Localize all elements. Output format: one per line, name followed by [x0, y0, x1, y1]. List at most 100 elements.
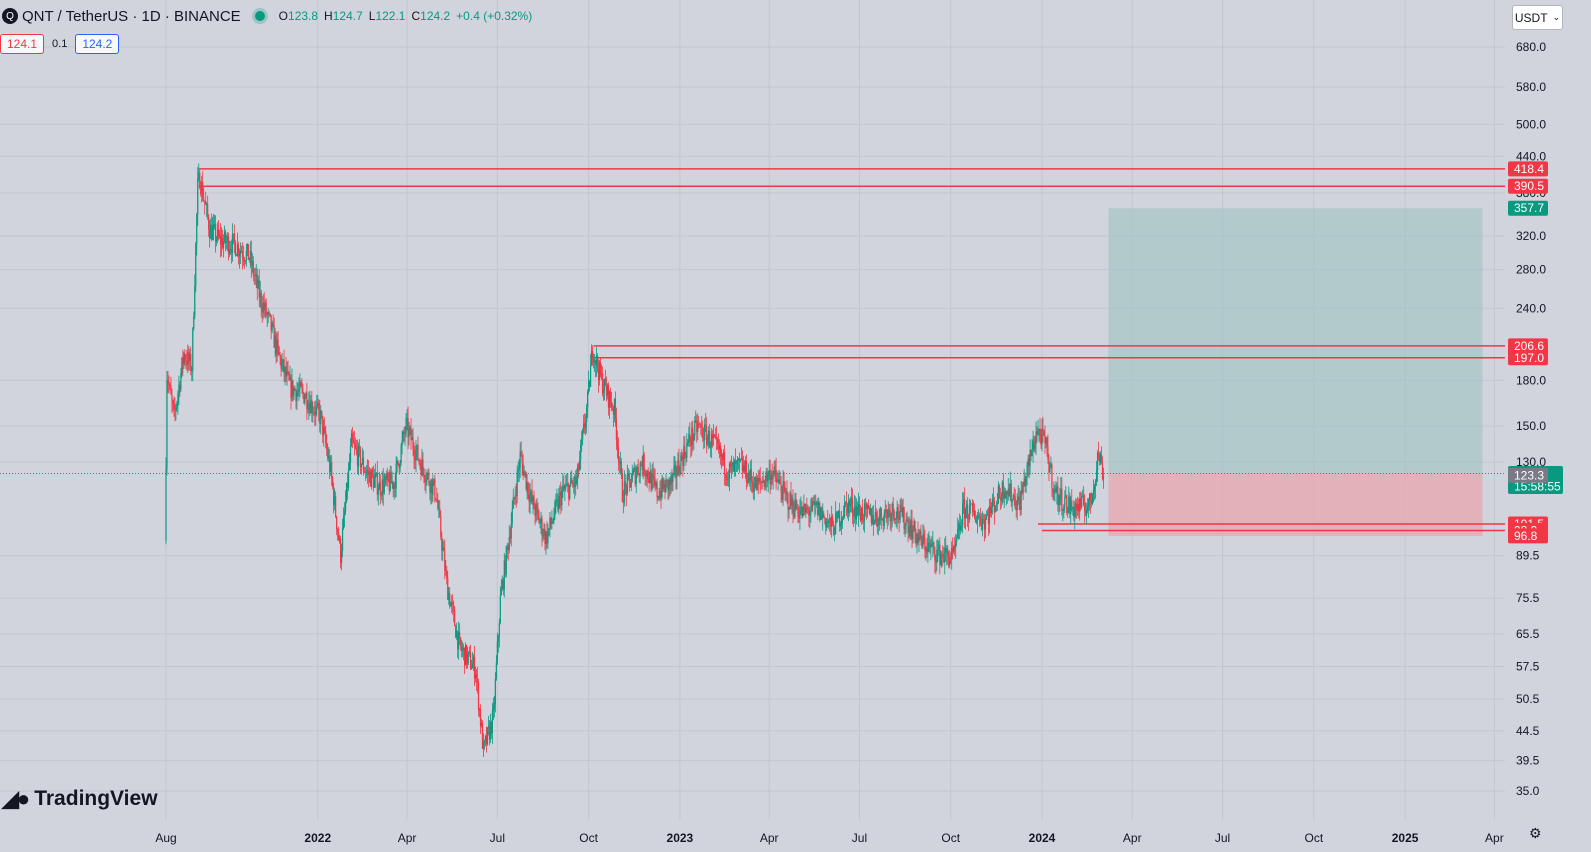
- candle-body: [763, 480, 765, 487]
- candle-body: [302, 388, 304, 393]
- candle: [345, 482, 348, 504]
- candle: [1052, 488, 1054, 500]
- candle: [1091, 493, 1094, 506]
- candle: [886, 509, 888, 530]
- candle: [459, 623, 461, 645]
- ohlc-change: +0.4 (+0.32%): [456, 9, 533, 23]
- candle: [1038, 428, 1040, 442]
- candle-body: [715, 436, 717, 438]
- candle-body: [1027, 458, 1029, 465]
- candle: [304, 393, 306, 406]
- candle-body: [937, 549, 939, 551]
- candle-body: [1042, 428, 1044, 431]
- candle: [655, 480, 657, 490]
- candle: [244, 259, 246, 265]
- candle: [783, 471, 785, 494]
- candle: [541, 515, 543, 547]
- candle: [276, 332, 278, 363]
- candle-body: [962, 503, 964, 527]
- candle: [368, 466, 370, 483]
- candle: [418, 458, 420, 466]
- candle-body: [1085, 510, 1087, 516]
- candle: [364, 466, 367, 481]
- candle: [820, 507, 822, 521]
- candle-body: [1035, 431, 1037, 445]
- market-status-icon[interactable]: [254, 11, 265, 21]
- candle: [1085, 501, 1087, 517]
- price-axis-label: 50.5: [1516, 692, 1540, 706]
- price-axis-label: 680.0: [1516, 40, 1546, 54]
- candle-body: [512, 497, 514, 509]
- candle-body: [740, 458, 743, 460]
- sell-button[interactable]: 124.1: [0, 34, 45, 54]
- candle: [946, 545, 948, 566]
- candle-body: [285, 367, 287, 377]
- candle-body: [1059, 495, 1061, 500]
- candle-body: [506, 546, 508, 548]
- candle-body: [1060, 488, 1062, 500]
- candle: [591, 345, 594, 366]
- candle: [583, 414, 585, 434]
- candle-body: [184, 353, 186, 361]
- candle-body: [405, 418, 407, 433]
- candle-body: [496, 641, 498, 663]
- candle: [229, 240, 232, 256]
- candle: [672, 472, 674, 492]
- candle-body: [499, 595, 501, 624]
- candle-body: [399, 462, 401, 469]
- candle: [498, 618, 500, 648]
- quant-logo-icon[interactable]: Q: [2, 8, 18, 24]
- candle: [717, 433, 720, 454]
- candle-body: [400, 445, 402, 463]
- candle: [791, 494, 793, 515]
- candle: [416, 444, 418, 461]
- candle: [238, 248, 241, 269]
- candle: [513, 497, 515, 505]
- candle-body: [929, 542, 931, 548]
- candle-body: [604, 378, 607, 386]
- candle: [997, 481, 999, 505]
- candle: [624, 474, 626, 496]
- candle: [359, 445, 362, 474]
- candle-body: [1074, 509, 1076, 517]
- currency-select[interactable]: USDT ⌄: [1512, 5, 1563, 30]
- candle-body: [665, 479, 667, 493]
- candle-body: [781, 492, 783, 500]
- candle: [457, 630, 459, 659]
- candle: [794, 492, 796, 519]
- candle-body: [309, 402, 311, 414]
- candle-body: [667, 479, 669, 490]
- candle-body: [668, 479, 670, 490]
- candle-body: [323, 427, 325, 436]
- candle: [569, 484, 571, 501]
- candle-body: [795, 499, 797, 510]
- symbol-title[interactable]: QNT / TetherUS · 1D · BINANCE: [22, 7, 241, 25]
- candle-body: [1094, 480, 1097, 486]
- candle: [793, 501, 795, 520]
- tradingview-brand[interactable]: ◢● TradingView: [2, 786, 158, 812]
- price-axis-label: 440.0: [1516, 149, 1546, 163]
- candle: [819, 501, 821, 523]
- candle: [807, 504, 809, 515]
- candle-body: [206, 204, 208, 205]
- price-axis-label: 320.0: [1516, 229, 1546, 243]
- candle-body: [887, 509, 889, 519]
- candle-body: [281, 362, 283, 369]
- settings-icon[interactable]: ⚙: [1529, 825, 1542, 841]
- candle-body: [741, 458, 743, 472]
- candle-body: [289, 377, 291, 380]
- candle-body: [199, 172, 201, 189]
- candle: [1071, 489, 1073, 512]
- candle: [352, 431, 355, 444]
- candle: [865, 501, 868, 520]
- time-axis-label: Jul: [490, 831, 505, 845]
- candle-body: [166, 380, 168, 469]
- candle-body: [920, 531, 922, 539]
- candle-body: [768, 469, 770, 475]
- buy-button[interactable]: 124.2: [75, 34, 120, 54]
- candle: [1079, 491, 1081, 521]
- candle: [475, 669, 478, 692]
- candle-body: [525, 472, 527, 489]
- candle-body: [330, 462, 332, 473]
